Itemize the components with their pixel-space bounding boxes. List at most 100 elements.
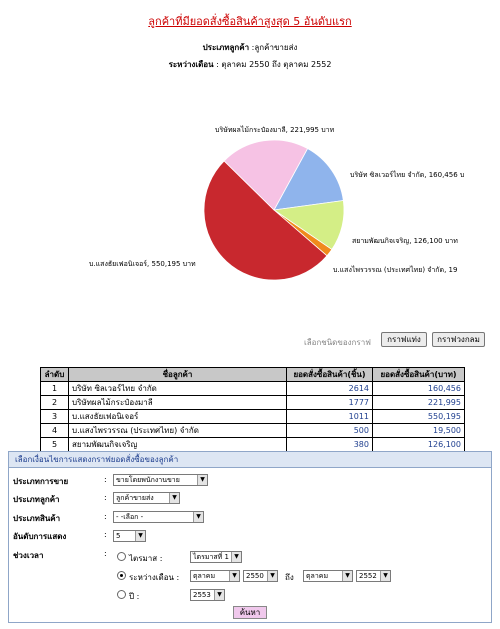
between-months-radio-label: ระหว่างเดือน : <box>129 573 180 582</box>
product-type-colon: : <box>104 512 107 521</box>
pie-chart-button[interactable]: กราฟวงกลม <box>432 332 485 347</box>
slice-label-silverthai: บริษัท ซิลเวอร์ไทย จำกัด, 160,456 บ <box>350 171 465 179</box>
table-row: 1 บริษัท ซิลเวอร์ไทย จำกัด 2614 160,456 <box>40 381 465 396</box>
to-year-select[interactable]: 2552 ▼ <box>356 570 391 582</box>
customer-type-select[interactable]: ลูกค้าขายส่ง ▼ <box>113 492 180 504</box>
units-cell: 1777 <box>286 395 373 410</box>
column-header-customer: ชื่อลูกค้า <box>68 367 287 382</box>
year-radio[interactable] <box>117 590 126 599</box>
pie-slice-4 <box>203 160 328 281</box>
chevron-down-icon: ▼ <box>193 512 203 522</box>
amount-cell: 19,500 <box>372 423 465 438</box>
filter-panel-heading: เลือกเงื่อนไขการแสดงกราฟยอดสั่งซื้อของลู… <box>9 452 491 468</box>
sale-type-select[interactable]: ขายโดยพนักงานขาย ▼ <box>113 474 208 486</box>
rank-cell: 3 <box>40 409 69 424</box>
table-row: 4 บ.แสงไพรวรรณ (ประเทศไทย) จำกัด 500 19,… <box>40 423 465 438</box>
customer-type-info-value: :ลูกค้าขายส่ง <box>251 43 298 52</box>
search-button[interactable]: ค้นหา <box>233 606 267 619</box>
customer-cell: บ.แสงธัยเฟอนิเจอร์ <box>68 409 287 424</box>
between-months-radio[interactable] <box>117 571 126 580</box>
rank-cell: 5 <box>40 437 69 452</box>
product-type-label: ประเภทสินค้า <box>13 514 61 523</box>
units-cell: 500 <box>286 423 373 438</box>
table-row: 3 บ.แสงธัยเฟอนิเจอร์ 1011 550,195 <box>40 409 465 424</box>
year-select[interactable]: 2553 ▼ <box>190 589 225 601</box>
to-year-select-value: 2552 <box>359 572 377 580</box>
period-info: ระหว่างเดือน : ตุลาคม 2550 ถึง ตุลาคม 25… <box>0 58 500 71</box>
chevron-down-icon: ▼ <box>169 493 179 503</box>
pie-chart <box>203 139 345 281</box>
column-header-amount: ยอดสั่งซื้อสินค้า(บาท) <box>372 367 465 382</box>
to-month-select-value: ตุลาคม <box>306 572 329 580</box>
amount-cell: 160,456 <box>372 381 465 396</box>
quarter-select[interactable]: ไตรมาสที่ 1 ▼ <box>190 551 242 563</box>
period-label: ช่วงเวลา <box>13 551 44 560</box>
amount-cell: 550,195 <box>372 409 465 424</box>
chart-type-label: เลือกชนิดของกราฟ <box>304 338 371 347</box>
filter-panel: เลือกเงื่อนไขการแสดงกราฟยอดสั่งซื้อของลู… <box>8 451 492 623</box>
customer-type-info: ประเภทลูกค้า :ลูกค้าขายส่ง <box>0 41 500 54</box>
sale-type-select-value: ขายโดยพนักงานขาย <box>116 476 180 484</box>
from-year-select[interactable]: 2550 ▼ <box>243 570 278 582</box>
table-row: 5 สยามพัฒนกิจเจริญ 380 126,100 <box>40 437 465 452</box>
chevron-down-icon: ▼ <box>342 571 352 581</box>
units-cell: 2614 <box>286 381 373 396</box>
product-type-select[interactable]: - -เลือก - ▼ <box>113 511 204 523</box>
rank-colon: : <box>104 530 107 539</box>
quarter-radio[interactable] <box>117 552 126 561</box>
column-header-rank: ลำดับ <box>40 367 69 382</box>
from-year-select-value: 2550 <box>246 572 264 580</box>
customer-type-info-label: ประเภทลูกค้า <box>202 43 250 52</box>
to-month-select[interactable]: ตุลาคม ▼ <box>303 570 353 582</box>
units-cell: 380 <box>286 437 373 452</box>
rank-select-value: 5 <box>116 532 121 540</box>
pie-slice-5 <box>223 139 309 211</box>
customer-cell: สยามพัฒนกิจเจริญ <box>68 437 287 452</box>
from-month-select[interactable]: ตุลาคม ▼ <box>190 570 240 582</box>
chevron-down-icon: ▼ <box>135 531 145 541</box>
customer-cell: บริษัท ซิลเวอร์ไทย จำกัด <box>68 381 287 396</box>
sale-type-colon: : <box>104 475 107 484</box>
rank-cell: 1 <box>40 381 69 396</box>
amount-cell: 126,100 <box>372 437 465 452</box>
rank-cell: 2 <box>40 395 69 410</box>
table-row: 2 บริษัทผลไม้กระป๋องมาลี 1777 221,995 <box>40 395 465 410</box>
units-cell: 1011 <box>286 409 373 424</box>
customer-type-label: ประเภทลูกค้า <box>13 495 60 504</box>
column-header-units: ยอดสั่งซื้อสินค้า(ชิ้น) <box>286 367 373 382</box>
chevron-down-icon: ▼ <box>197 475 207 485</box>
period-colon: : <box>104 549 107 558</box>
pie-slice-1 <box>273 148 344 211</box>
top-customers-table: ลำดับ ชื่อลูกค้า ยอดสั่งซื้อสินค้า(ชิ้น)… <box>40 367 465 452</box>
table-header-row: ลำดับ ชื่อลูกค้า ยอดสั่งซื้อสินค้า(ชิ้น)… <box>40 367 465 382</box>
amount-cell: 221,995 <box>372 395 465 410</box>
to-label: ถึง <box>285 573 294 582</box>
quarter-radio-label: ไตรมาส : <box>129 554 163 563</box>
slice-label-siam: สยามพัฒนกิจเจริญ, 126,100 บาท <box>352 237 458 245</box>
rank-select[interactable]: 5 ▼ <box>113 530 146 542</box>
sale-type-label: ประเภทการขาย <box>13 477 69 486</box>
customer-cell: บริษัทผลไม้กระป๋องมาลี <box>68 395 287 410</box>
slice-label-saengphraiwan: บ.แสงไพรวรรณ (ประเทศไทย) จำกัด, 19 <box>333 266 458 274</box>
chevron-down-icon: ▼ <box>231 552 241 562</box>
period-info-label: ระหว่างเดือน <box>168 60 214 69</box>
year-select-value: 2553 <box>193 591 211 599</box>
customer-cell: บ.แสงไพรวรรณ (ประเทศไทย) จำกัด <box>68 423 287 438</box>
customer-type-colon: : <box>104 493 107 502</box>
customer-type-select-value: ลูกค้าขายส่ง <box>116 494 154 502</box>
rank-cell: 4 <box>40 423 69 438</box>
chevron-down-icon: ▼ <box>380 571 390 581</box>
quarter-select-value: ไตรมาสที่ 1 <box>193 553 229 561</box>
year-radio-label: ปี : <box>129 592 140 601</box>
slice-label-saengthai: บ.แสงธัยเฟอนิเจอร์, 550,195 บาท <box>89 260 196 268</box>
chevron-down-icon: ▼ <box>229 571 239 581</box>
product-type-select-value: - -เลือก - <box>116 513 144 521</box>
period-info-value: : ตุลาคม 2550 ถึง ตุลาคม 2552 <box>216 60 332 69</box>
chevron-down-icon: ▼ <box>267 571 277 581</box>
bar-chart-button[interactable]: กราฟแท่ง <box>381 332 427 347</box>
from-month-select-value: ตุลาคม <box>193 572 216 580</box>
chevron-down-icon: ▼ <box>214 590 224 600</box>
page-title: ลูกค้าที่มียอดสั่งซื้อสินค้าสูงสุด 5 อัน… <box>148 15 352 28</box>
rank-label: อันดับการแสดง <box>13 532 67 541</box>
slice-label-malee: บริษัทผลไม้กระป๋องมาลี, 221,995 บาท <box>215 126 335 134</box>
